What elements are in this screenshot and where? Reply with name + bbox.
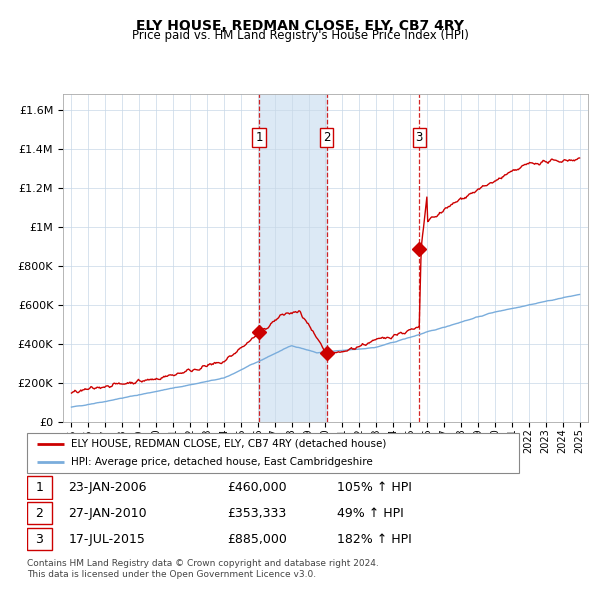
Text: Contains HM Land Registry data © Crown copyright and database right 2024.: Contains HM Land Registry data © Crown c… [27, 559, 379, 568]
Text: 23-JAN-2006: 23-JAN-2006 [68, 481, 146, 494]
Text: ELY HOUSE, REDMAN CLOSE, ELY, CB7 4RY (detached house): ELY HOUSE, REDMAN CLOSE, ELY, CB7 4RY (d… [71, 439, 386, 449]
Text: 1: 1 [35, 481, 43, 494]
Text: 2: 2 [323, 131, 331, 144]
FancyBboxPatch shape [27, 476, 52, 499]
Text: 105% ↑ HPI: 105% ↑ HPI [337, 481, 412, 494]
Bar [259, 94, 326, 422]
Text: 182% ↑ HPI: 182% ↑ HPI [337, 533, 412, 546]
Text: 3: 3 [416, 131, 423, 144]
Text: 2: 2 [35, 507, 43, 520]
Text: 1: 1 [255, 131, 263, 144]
Text: Price paid vs. HM Land Registry's House Price Index (HPI): Price paid vs. HM Land Registry's House … [131, 30, 469, 42]
Text: 17-JUL-2015: 17-JUL-2015 [68, 533, 145, 546]
FancyBboxPatch shape [27, 433, 519, 473]
Text: £885,000: £885,000 [227, 533, 287, 546]
Text: £353,333: £353,333 [227, 507, 287, 520]
FancyBboxPatch shape [27, 528, 52, 550]
Text: This data is licensed under the Open Government Licence v3.0.: This data is licensed under the Open Gov… [27, 571, 316, 579]
Text: HPI: Average price, detached house, East Cambridgeshire: HPI: Average price, detached house, East… [71, 457, 373, 467]
Text: 27-JAN-2010: 27-JAN-2010 [68, 507, 147, 520]
Text: £460,000: £460,000 [227, 481, 287, 494]
FancyBboxPatch shape [27, 502, 52, 525]
Text: 3: 3 [35, 533, 43, 546]
Text: ELY HOUSE, REDMAN CLOSE, ELY, CB7 4RY: ELY HOUSE, REDMAN CLOSE, ELY, CB7 4RY [136, 19, 464, 33]
Text: 49% ↑ HPI: 49% ↑ HPI [337, 507, 404, 520]
